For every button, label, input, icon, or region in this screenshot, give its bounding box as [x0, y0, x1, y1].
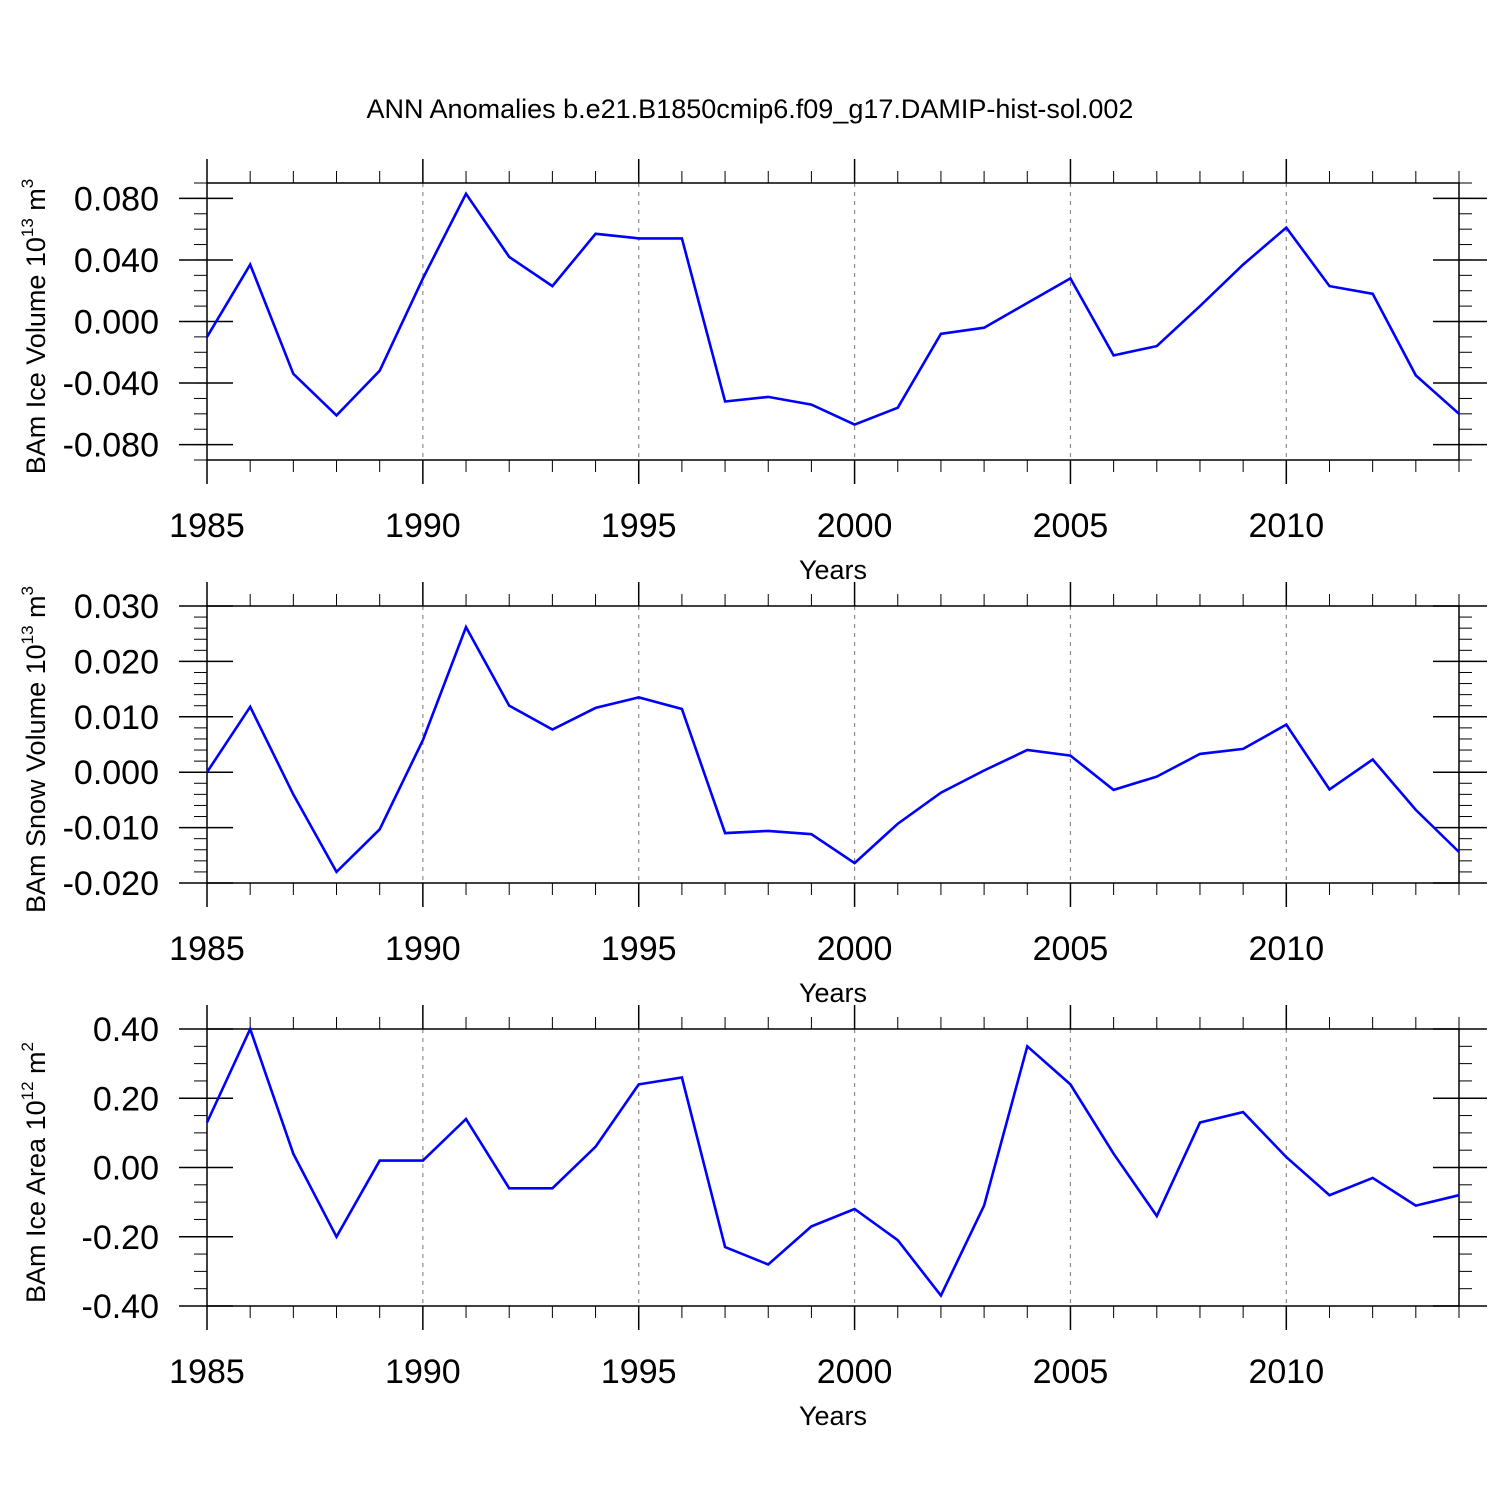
x-tick-label: 1995 — [601, 507, 677, 545]
x-tick-label: 2000 — [817, 930, 893, 968]
panel-3: 1985 1990 1995 2000 2005 2010 -0.40 -0.20 0.00 0.… — [18, 1005, 1487, 1431]
plot-frame — [206, 1028, 1460, 1307]
x-tick-label: 1990 — [385, 507, 461, 545]
x-tick-label: 2005 — [1033, 507, 1109, 545]
x-tick-label: 1985 — [169, 930, 245, 968]
y-axis-label: BAm Ice Volume 1013 m3 — [18, 179, 51, 475]
y-tick-label: 0.040 — [74, 242, 159, 280]
x-tick-label: 1995 — [601, 930, 677, 968]
x-tick-label: 1985 — [169, 507, 245, 545]
panels: 1985 1990 1995 2000 2005 2010 -0.080 -0.040 0.00… — [18, 159, 1487, 1431]
x-tick-label: 2010 — [1248, 507, 1324, 545]
series-line — [205, 1025, 1460, 1299]
panel-1: 1985 1990 1995 2000 2005 2010 -0.080 -0.040 0.00… — [18, 159, 1487, 585]
x-tick-label: 2000 — [817, 507, 893, 545]
plot-frame — [206, 182, 1460, 461]
y-tick-label: 0.030 — [74, 588, 159, 626]
plot-frame — [206, 605, 1460, 884]
x-tick-label: 2000 — [817, 1353, 893, 1391]
y-tick-label: -0.20 — [82, 1219, 160, 1257]
y-tick-label: 0.000 — [74, 754, 159, 792]
y-tick-label: 0.000 — [74, 304, 159, 342]
figure-title: ANN Anomalies b.e21.B1850cmip6.f09_g17.D… — [367, 94, 1134, 124]
x-axis-label: Years — [799, 978, 867, 1008]
x-tick-label: 2005 — [1033, 1353, 1109, 1391]
y-tick-label: 0.20 — [93, 1080, 159, 1118]
y-tick-label: 0.40 — [93, 1011, 159, 1049]
x-tick-label: 2005 — [1033, 930, 1109, 968]
x-tick-label: 1990 — [385, 1353, 461, 1391]
x-tick-label: 2010 — [1248, 930, 1324, 968]
series-line — [205, 191, 1460, 427]
x-tick-label: 1985 — [169, 1353, 245, 1391]
panel-2: 1985 1990 1995 2000 2005 2010 -0.020 -0.010 0.00… — [18, 582, 1487, 1008]
y-tick-label: -0.020 — [63, 865, 159, 903]
y-axis-label: BAm Ice Area 1012 m2 — [18, 1042, 51, 1303]
y-tick-label: -0.040 — [63, 365, 159, 403]
y-tick-label: 0.00 — [93, 1150, 159, 1188]
y-tick-label: 0.010 — [74, 699, 159, 737]
y-tick-label: -0.010 — [63, 810, 159, 848]
x-axis-label: Years — [799, 1401, 867, 1431]
x-tick-label: 2010 — [1248, 1353, 1324, 1391]
x-tick-label: 1995 — [601, 1353, 677, 1391]
y-tick-label: 0.020 — [74, 643, 159, 681]
y-tick-label: -0.080 — [63, 427, 159, 465]
y-tick-label: -0.40 — [82, 1288, 160, 1326]
series-line — [205, 624, 1460, 875]
x-axis-label: Years — [799, 555, 867, 585]
x-tick-label: 1990 — [385, 930, 461, 968]
y-axis-label: BAm Snow Volume 1013 m3 — [18, 586, 51, 913]
y-tick-label: 0.080 — [74, 180, 159, 218]
